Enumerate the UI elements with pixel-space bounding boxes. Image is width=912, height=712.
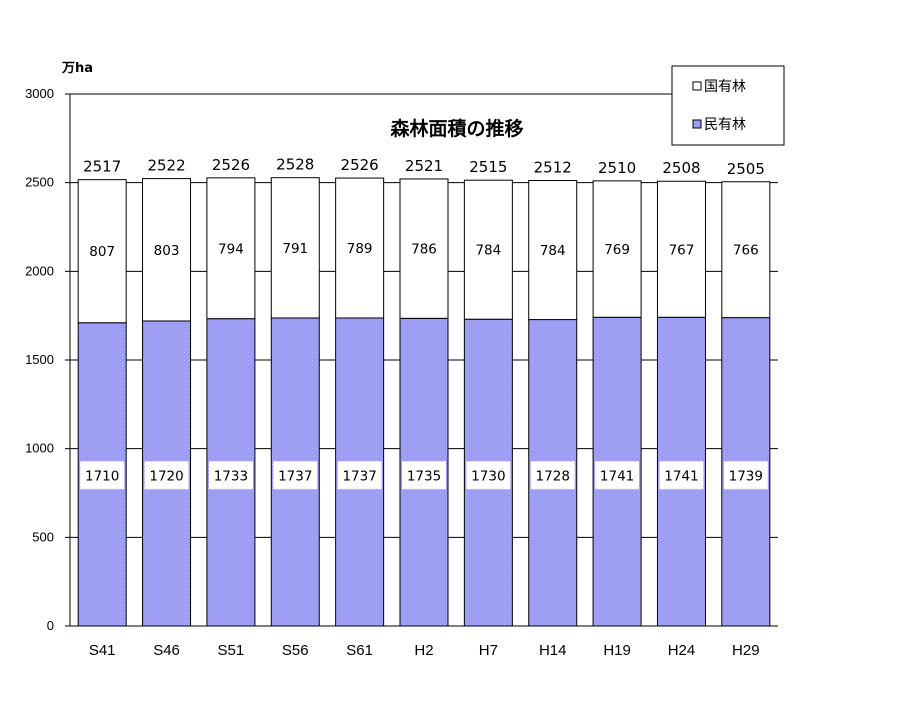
- y-tick-label: 500: [32, 529, 54, 544]
- value-label-bg: [530, 461, 575, 490]
- x-category-label: H24: [668, 642, 696, 659]
- y-tick-label: 2500: [25, 175, 54, 190]
- total-label: 2510: [598, 159, 636, 177]
- x-category-label: H29: [732, 642, 760, 659]
- value-label-kokuyurin: 807: [89, 244, 115, 260]
- total-label: 2508: [662, 159, 700, 177]
- y-tick-label: 3000: [25, 86, 54, 101]
- value-label-minyurin: 1737: [278, 468, 312, 484]
- total-label: 2528: [276, 156, 314, 174]
- total-label: 2526: [212, 156, 250, 174]
- value-label-kokuyurin: 789: [347, 241, 373, 257]
- bar-group-H24: 1741 767 2508: [656, 159, 706, 627]
- x-category-label: S46: [153, 642, 180, 659]
- x-category-label: S56: [282, 642, 309, 659]
- bars: 1710 807 2517 1720 803 2522 1733 794 2526 1737 791…: [77, 156, 771, 627]
- bar-kokuyurin: [592, 180, 642, 318]
- x-category-label: S61: [346, 642, 373, 659]
- x-axis-categories: S41 S46 S51 S56 S61 H2 H7 H14 H19 H24 H29: [89, 642, 760, 659]
- value-label-kokuyurin: 784: [540, 243, 566, 259]
- y-tick-label: 0: [47, 618, 54, 633]
- y-tick-label: 2000: [25, 263, 54, 278]
- value-label-kokuyurin: 786: [411, 242, 437, 258]
- value-label-minyurin: 1735: [407, 468, 441, 484]
- bar-kokuyurin: [463, 179, 513, 320]
- bar-kokuyurin: [270, 177, 320, 319]
- y-tick-label: 1500: [25, 352, 54, 367]
- x-category-label: S51: [218, 642, 245, 659]
- bar-kokuyurin: [77, 179, 127, 324]
- value-label-minyurin: 1728: [536, 468, 570, 484]
- value-label-kokuyurin: 767: [669, 242, 695, 258]
- total-label: 2522: [147, 157, 185, 175]
- value-label-bg: [402, 461, 446, 490]
- bar-kokuyurin: [656, 180, 706, 318]
- y-axis-unit-label: 万ha: [61, 61, 93, 76]
- legend-swatch-kokuyurin: [692, 81, 702, 91]
- bar-group-S51: 1733 794 2526: [206, 156, 256, 627]
- value-label-bg: [466, 461, 511, 490]
- y-tick-label: 1000: [25, 441, 54, 456]
- value-label-kokuyurin: 803: [154, 243, 180, 259]
- total-label: 2512: [534, 159, 572, 177]
- bar-group-H19: 1741 769 2510: [592, 159, 642, 627]
- bar-group-S56: 1737 791 2528: [270, 156, 320, 627]
- value-label-bg: [659, 461, 704, 490]
- value-label-bg: [595, 461, 640, 490]
- bar-kokuyurin: [335, 177, 385, 319]
- value-label-bg: [144, 461, 189, 490]
- value-label-bg: [723, 461, 768, 490]
- value-label-kokuyurin: 769: [604, 242, 630, 258]
- total-label: 2515: [469, 158, 507, 176]
- value-label-kokuyurin: 791: [282, 241, 308, 257]
- legend-swatch-minyurin: [692, 119, 702, 129]
- value-label-minyurin: 1733: [214, 468, 248, 484]
- total-label: 2505: [727, 160, 765, 178]
- value-label-minyurin: 1730: [471, 468, 505, 484]
- value-label-kokuyurin: 766: [733, 243, 759, 259]
- value-label-bg: [273, 461, 318, 490]
- chart-title: 森林面積の推移: [390, 117, 523, 140]
- value-label-minyurin: 1741: [600, 468, 634, 484]
- legend-box: [671, 65, 785, 146]
- x-category-label: H7: [479, 642, 498, 659]
- bar-group-H14: 1728 784 2512: [528, 159, 578, 627]
- value-label-minyurin: 1741: [664, 468, 698, 484]
- legend-label-minyurin: 民有林: [704, 117, 746, 133]
- x-category-label: H2: [414, 642, 433, 659]
- x-category-label: H14: [539, 642, 567, 659]
- total-label: 2517: [83, 158, 121, 176]
- bar-group-S41: 1710 807 2517: [77, 158, 127, 627]
- total-label: 2526: [341, 156, 379, 174]
- y-axis-ticks: 0 500 1000 1500 2000 2500 3000: [25, 86, 70, 633]
- bar-kokuyurin: [142, 178, 192, 322]
- bar-group-S46: 1720 803 2522: [142, 157, 192, 627]
- legend: 国有林 民有林: [671, 65, 785, 146]
- bar-kokuyurin: [721, 181, 771, 319]
- bar-group-H7: 1730 784 2515: [463, 158, 513, 627]
- value-label-kokuyurin: 784: [475, 243, 501, 259]
- value-label-minyurin: 1739: [729, 468, 763, 484]
- value-label-kokuyurin: 794: [218, 241, 244, 257]
- value-label-minyurin: 1710: [85, 468, 119, 484]
- x-category-label: S41: [89, 642, 116, 659]
- value-label-bg: [337, 461, 382, 490]
- value-label-minyurin: 1737: [342, 468, 376, 484]
- bar-kokuyurin: [528, 180, 578, 321]
- bar-kokuyurin: [399, 178, 449, 319]
- value-label-bg: [80, 461, 125, 490]
- value-label-minyurin: 1720: [149, 468, 183, 484]
- bar-group-H2: 1735 786 2521: [399, 157, 449, 627]
- bar-group-S61: 1737 789 2526: [335, 156, 385, 627]
- value-label-bg: [208, 461, 253, 490]
- axes: [69, 94, 778, 627]
- x-category-label: H19: [603, 642, 631, 659]
- bar-group-H29: 1739 766 2505: [721, 160, 771, 627]
- legend-label-kokuyurin: 国有林: [704, 79, 746, 95]
- bar-kokuyurin: [206, 177, 256, 320]
- total-label: 2521: [405, 157, 443, 175]
